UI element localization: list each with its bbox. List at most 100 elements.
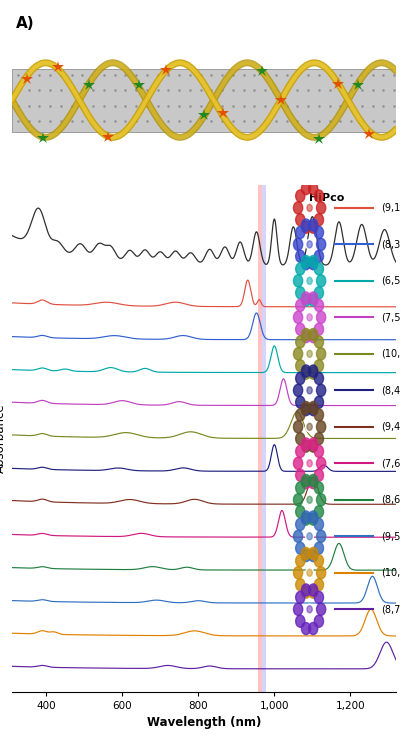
Text: A): A) [16, 16, 34, 31]
Circle shape [316, 239, 326, 251]
Circle shape [314, 360, 324, 372]
Circle shape [306, 239, 314, 249]
Circle shape [294, 567, 303, 579]
Circle shape [314, 591, 324, 604]
Circle shape [308, 221, 318, 233]
Circle shape [302, 622, 311, 634]
Circle shape [314, 299, 324, 311]
Circle shape [307, 241, 312, 248]
Circle shape [296, 432, 305, 445]
Circle shape [308, 402, 318, 414]
Circle shape [296, 360, 305, 372]
Circle shape [302, 256, 311, 268]
Circle shape [294, 494, 303, 506]
Text: (8,4): (8,4) [381, 385, 400, 396]
Circle shape [306, 459, 314, 468]
Circle shape [294, 202, 303, 214]
Circle shape [316, 567, 326, 579]
Circle shape [302, 513, 311, 525]
Circle shape [314, 286, 324, 299]
Circle shape [302, 586, 311, 598]
Circle shape [302, 331, 311, 343]
Circle shape [302, 584, 311, 596]
Circle shape [314, 445, 324, 458]
Circle shape [314, 396, 324, 408]
Circle shape [302, 292, 311, 304]
Circle shape [316, 275, 326, 287]
Circle shape [306, 604, 314, 614]
Text: (7,6): (7,6) [381, 459, 400, 468]
Circle shape [316, 494, 326, 506]
Circle shape [306, 385, 314, 396]
Circle shape [308, 331, 318, 343]
Circle shape [296, 506, 305, 518]
Circle shape [296, 518, 305, 530]
Circle shape [296, 615, 305, 628]
Circle shape [307, 314, 312, 321]
Text: (9,1): (9,1) [381, 203, 400, 213]
Circle shape [306, 422, 314, 432]
Circle shape [314, 482, 324, 494]
Circle shape [296, 299, 305, 311]
Circle shape [294, 348, 303, 360]
Circle shape [302, 476, 311, 488]
Circle shape [294, 530, 303, 542]
Circle shape [296, 409, 305, 421]
Circle shape [316, 457, 326, 470]
Circle shape [308, 438, 318, 450]
Circle shape [294, 275, 303, 287]
Circle shape [302, 328, 311, 340]
Circle shape [316, 384, 326, 396]
X-axis label: Wavelength (nm): Wavelength (nm) [147, 717, 261, 729]
Circle shape [308, 328, 318, 340]
Circle shape [302, 183, 311, 194]
Circle shape [296, 286, 305, 299]
Circle shape [316, 202, 326, 214]
Circle shape [296, 227, 305, 239]
Circle shape [314, 373, 324, 384]
Text: HiPco: HiPco [309, 193, 344, 203]
Circle shape [306, 531, 314, 542]
Circle shape [302, 294, 311, 306]
Circle shape [296, 469, 305, 481]
Circle shape [308, 511, 318, 523]
Circle shape [314, 506, 324, 518]
Circle shape [302, 402, 311, 414]
Circle shape [308, 550, 318, 562]
Circle shape [294, 603, 303, 616]
Circle shape [296, 323, 305, 335]
Bar [12, 69, 396, 132]
Circle shape [314, 227, 324, 239]
Circle shape [308, 584, 318, 596]
Circle shape [296, 336, 305, 348]
Circle shape [296, 214, 305, 226]
Y-axis label: Absorbance: Absorbance [0, 404, 6, 473]
Text: (8,3): (8,3) [381, 239, 400, 249]
Circle shape [302, 221, 311, 233]
Circle shape [314, 250, 324, 263]
Circle shape [314, 190, 324, 202]
Circle shape [294, 239, 303, 251]
Circle shape [314, 579, 324, 591]
Circle shape [314, 518, 324, 530]
Circle shape [296, 555, 305, 567]
Circle shape [308, 440, 318, 453]
Circle shape [314, 555, 324, 567]
Circle shape [308, 367, 318, 379]
Circle shape [316, 311, 326, 323]
Circle shape [294, 457, 303, 470]
Circle shape [308, 257, 318, 270]
Circle shape [296, 445, 305, 458]
Circle shape [296, 373, 305, 384]
Circle shape [314, 469, 324, 481]
Circle shape [308, 183, 318, 194]
Circle shape [296, 250, 305, 263]
Circle shape [294, 311, 303, 323]
Text: (6,5): (6,5) [381, 276, 400, 286]
Circle shape [308, 403, 318, 416]
Circle shape [314, 323, 324, 335]
Circle shape [307, 204, 312, 212]
Circle shape [308, 256, 318, 268]
Circle shape [308, 586, 318, 598]
Circle shape [307, 606, 312, 613]
